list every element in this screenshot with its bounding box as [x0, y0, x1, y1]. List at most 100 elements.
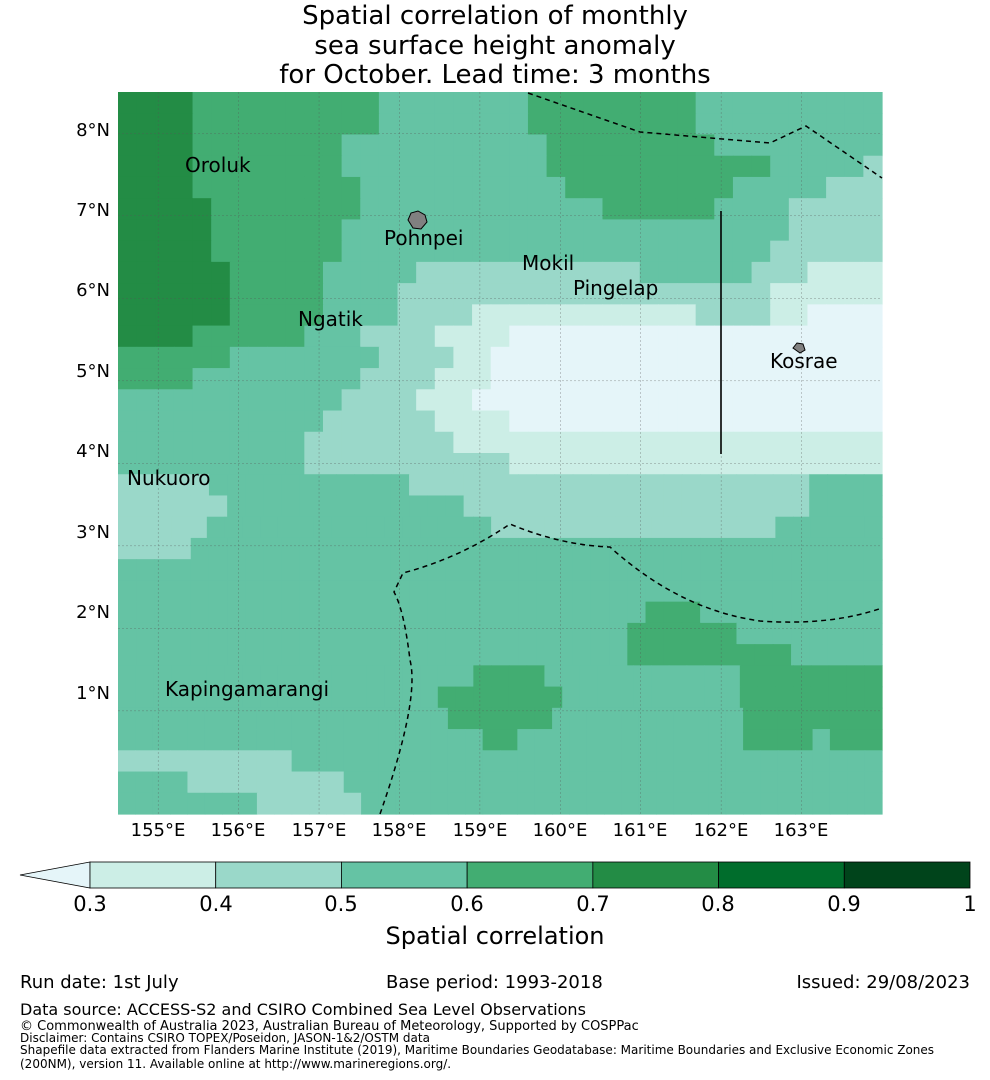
- correlation-cell: [847, 707, 866, 730]
- correlation-cell: [118, 750, 136, 773]
- correlation-cell: [691, 750, 709, 773]
- correlation-cell: [267, 346, 287, 369]
- correlation-cell: [343, 750, 362, 773]
- correlation-cell: [155, 389, 175, 412]
- correlation-cell: [695, 240, 715, 263]
- correlation-cell: [118, 219, 138, 242]
- correlation-cell: [395, 771, 414, 794]
- correlation-cell: [725, 707, 744, 730]
- correlation-cell: [239, 771, 258, 794]
- correlation-cell: [118, 665, 137, 688]
- correlation-cell: [572, 644, 592, 666]
- correlation-cell: [590, 644, 610, 666]
- correlation-cell: [526, 686, 546, 709]
- correlation-cell: [602, 389, 622, 412]
- correlation-cell: [772, 495, 792, 518]
- correlation-cell: [172, 622, 192, 645]
- correlation-cell: [445, 644, 465, 666]
- correlation-cell: [304, 325, 324, 348]
- correlation-cell: [663, 495, 683, 518]
- correlation-cell: [509, 155, 529, 178]
- correlation-cell: [416, 261, 436, 284]
- correlation-cell: [360, 431, 380, 454]
- correlation-cell: [718, 495, 738, 518]
- correlation-cell: [155, 240, 175, 263]
- correlation-cell: [430, 771, 449, 794]
- correlation-cell: [518, 537, 537, 560]
- place-label-kosrae: Kosrae: [770, 349, 838, 373]
- correlation-cell: [229, 219, 250, 242]
- correlation-cell: [590, 622, 610, 645]
- correlation-cell: [583, 155, 604, 178]
- correlation-cell: [285, 261, 305, 284]
- correlation-cell: [500, 771, 518, 794]
- correlation-cell: [509, 219, 529, 242]
- correlation-cell: [732, 283, 753, 305]
- correlation-cell: [242, 665, 261, 688]
- correlation-cell: [336, 495, 356, 518]
- correlation-cell: [621, 198, 641, 221]
- correlation-cell: [285, 283, 305, 305]
- correlation-cell: [285, 176, 305, 199]
- correlation-cell: [267, 155, 287, 178]
- correlation-cell: [844, 304, 864, 327]
- correlation-cell: [663, 559, 683, 582]
- correlation-cell: [227, 495, 246, 518]
- correlation-cell: [656, 750, 675, 773]
- correlation-cell: [695, 134, 715, 157]
- correlation-cell: [118, 601, 137, 624]
- correlation-cell: [277, 665, 297, 688]
- correlation-cell: [248, 113, 268, 136]
- correlation-cell: [695, 453, 715, 475]
- correlation-cell: [299, 601, 319, 624]
- correlation-cell: [472, 113, 492, 136]
- correlation-cell: [527, 453, 548, 475]
- correlation-cell: [248, 304, 268, 327]
- correlation-cell: [285, 113, 305, 136]
- correlation-cell: [500, 559, 519, 582]
- correlation-cell: [527, 240, 548, 263]
- correlation-cell: [864, 707, 883, 730]
- correlation-cell: [291, 729, 310, 751]
- correlation-cell: [152, 729, 171, 751]
- correlation-cell: [695, 155, 715, 178]
- correlation-cell: [602, 155, 622, 178]
- correlation-cell: [770, 304, 790, 327]
- correlation-cell: [154, 559, 174, 582]
- correlation-cell: [155, 219, 175, 242]
- correlation-cell: [863, 304, 883, 327]
- correlation-cell: [229, 410, 250, 433]
- correlation-cell: [172, 580, 192, 603]
- correlation-cell: [204, 771, 223, 794]
- correlation-cell: [736, 537, 756, 560]
- colorbar-extend-arrow: [19, 861, 91, 889]
- correlation-cell: [481, 622, 501, 645]
- correlation-cell: [795, 771, 814, 794]
- correlation-cell: [173, 453, 194, 475]
- correlation-cell: [354, 601, 374, 624]
- correlation-cell: [700, 580, 719, 603]
- correlation-cell: [844, 283, 864, 305]
- correlation-cell: [155, 155, 175, 178]
- correlation-cell: [651, 665, 670, 688]
- correlation-cell: [509, 176, 529, 199]
- correlation-cell: [245, 537, 265, 560]
- correlation-cell: [807, 176, 827, 199]
- correlation-cell: [775, 686, 794, 709]
- correlation-cell: [154, 537, 174, 560]
- correlation-cell: [691, 729, 709, 751]
- correlation-cell: [378, 113, 399, 136]
- correlation-cell: [829, 707, 848, 730]
- correlation-cell: [378, 346, 399, 369]
- correlation-cell: [700, 601, 719, 624]
- correlation-cell: [708, 792, 727, 815]
- correlation-cell: [281, 580, 301, 603]
- correlation-cell: [807, 453, 827, 475]
- correlation-cell: [490, 92, 510, 114]
- correlation-cell: [777, 750, 796, 773]
- correlation-cell: [206, 686, 226, 709]
- correlation-cell: [714, 134, 734, 157]
- correlation-cell: [518, 474, 537, 497]
- correlation-cell: [754, 644, 774, 666]
